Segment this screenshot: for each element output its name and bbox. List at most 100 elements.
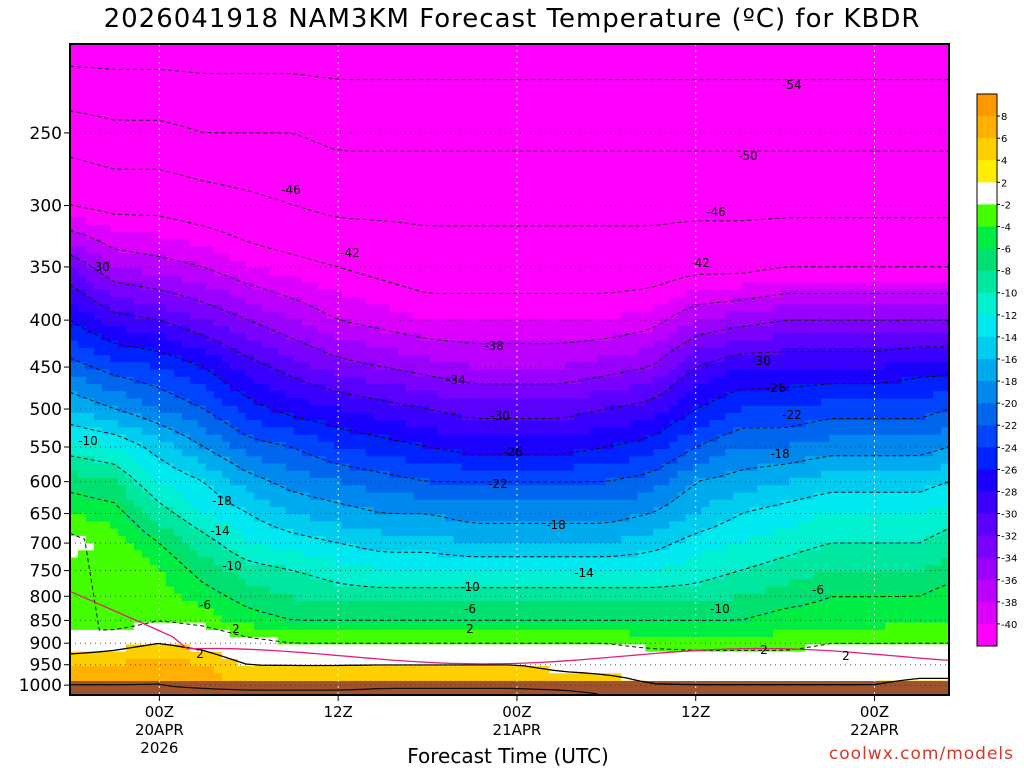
contour-label: -42 [340, 246, 360, 260]
colorbar-frame [976, 93, 998, 647]
contour-label: -46 [706, 205, 726, 219]
colorbar: 8 6 4 2 -2 -4 -6 -8 -10 -12 -14 -16 -18 -20 -22 -24 -26 -… [976, 93, 1017, 647]
contour-label: -18 [212, 494, 232, 508]
colorbar-swatch [977, 601, 997, 625]
isotherm-line [69, 491, 950, 621]
colorbar-label: -10 [1001, 289, 1017, 300]
colorbar-label: -36 [1001, 576, 1017, 587]
colorbar-label: -30 [1001, 510, 1017, 521]
x-tick-label: 2026 [140, 739, 178, 757]
y-tick-label: 800 [30, 587, 62, 607]
colorbar-swatch [977, 358, 997, 382]
y-tick-label: 300 [30, 197, 62, 217]
colorbar-label: -4 [1001, 222, 1011, 233]
colorbar-swatch [977, 579, 997, 603]
contour-label: -10 [222, 559, 242, 573]
y-axis: 250 300 350 400 450 500 550 600 650 700 750 800 850 9… [19, 124, 70, 696]
isotherm-line [69, 156, 949, 227]
isotherm-line [69, 204, 949, 294]
y-tick-label: 250 [30, 124, 62, 144]
contour-label: -26 [503, 445, 523, 459]
colorbar-swatch [977, 381, 997, 404]
contour-label: -22 [782, 408, 802, 422]
colorbar-label: -12 [1001, 311, 1017, 322]
x-axis-title: Forecast Time (UTC) [407, 744, 609, 768]
y-tick-label: 700 [30, 534, 62, 554]
y-tick-label: 950 [30, 656, 62, 676]
contour-label: -6 [812, 583, 824, 597]
colorbar-label: 4 [1001, 156, 1007, 167]
colorbar-swatch [977, 491, 997, 515]
colorbar-label: -32 [1001, 532, 1017, 543]
isotherm-line [69, 391, 950, 524]
y-tick-label: 650 [30, 505, 62, 525]
colorbar-label: -28 [1001, 487, 1017, 498]
colorbar-label: -22 [1001, 421, 1017, 432]
colorbar-swatch [977, 314, 997, 338]
colorbar-swatch [977, 513, 997, 537]
colorbar-label: -38 [1001, 598, 1017, 609]
contour-label: -6 [199, 598, 211, 612]
x-tick-label: 00Z [502, 703, 531, 721]
y-tick-label: 850 [30, 611, 62, 631]
y-tick-label: 1000 [19, 676, 62, 696]
colorbar-swatch [977, 116, 997, 139]
y-tick-label: 500 [30, 400, 62, 420]
contour-label: -38 [484, 339, 504, 353]
temperature-field [70, 44, 950, 696]
grid-lines [70, 44, 949, 695]
isotherm-line [69, 319, 950, 455]
x-tick-label: 22APR [850, 721, 899, 739]
colorbar-swatch [977, 469, 997, 492]
colorbar-label: -8 [1001, 267, 1011, 278]
colorbar-swatch [977, 270, 997, 294]
chart-title: 2026041918 NAM3KM Forecast Temperature (… [103, 4, 921, 34]
contour-label: -18 [770, 447, 790, 461]
y-tick-label: 400 [30, 311, 62, 331]
contour-label: 2 [842, 649, 850, 663]
isotherm-line [69, 423, 950, 558]
contour-label: -42 [690, 256, 710, 270]
colorbar-swatch [977, 292, 997, 316]
contour-label: -30 [490, 409, 510, 423]
colorbar-label: -18 [1001, 377, 1017, 388]
colorbar-swatch [977, 248, 997, 272]
contour-label: -18 [546, 518, 566, 532]
isotherm-line [69, 532, 949, 651]
isotherm-line [69, 110, 949, 152]
colorbar-label: -24 [1001, 443, 1017, 454]
isotherm-line [69, 284, 949, 419]
contour-label: -30 [751, 354, 771, 368]
contour-label: -54 [782, 78, 802, 92]
y-tick-label: 450 [30, 358, 62, 378]
contour-label: -10 [460, 580, 480, 594]
colorbar-swatch [977, 425, 997, 448]
contour-label: -26 [766, 381, 786, 395]
contour-label: -6 [464, 602, 476, 616]
x-tick-label: 00Z [145, 703, 174, 721]
contour-label: -30 [90, 260, 110, 274]
colorbar-swatch [977, 94, 997, 117]
colorbar-label: -2 [1001, 200, 1011, 211]
colorbar-swatch [977, 535, 997, 559]
colorbar-label: -20 [1001, 399, 1017, 410]
contour-label: -34 [446, 373, 466, 387]
x-tick-label: 12Z [323, 703, 352, 721]
contour-label: -14 [574, 566, 594, 580]
contour-labels: -54 -50 -46 -46 -42 -42 -38 -34 -30 -30 -30 -26 -26 -… [78, 78, 850, 663]
isotherm-line [69, 455, 950, 589]
contour-label: -50 [738, 149, 758, 163]
colorbar-label: 8 [1001, 112, 1007, 123]
isotherm-line [70, 683, 598, 695]
colorbar-swatch [977, 403, 997, 426]
contour-lines [69, 65, 950, 695]
contour-label: -14 [210, 524, 230, 538]
colorbar-swatch [977, 336, 997, 360]
colorbar-label: -14 [1001, 333, 1017, 344]
freezing-line [69, 590, 950, 665]
contour-label: 2 [466, 622, 474, 636]
isotherm-line [69, 357, 950, 483]
y-tick-label: 350 [30, 258, 62, 278]
contour-label: 2 [760, 643, 768, 657]
